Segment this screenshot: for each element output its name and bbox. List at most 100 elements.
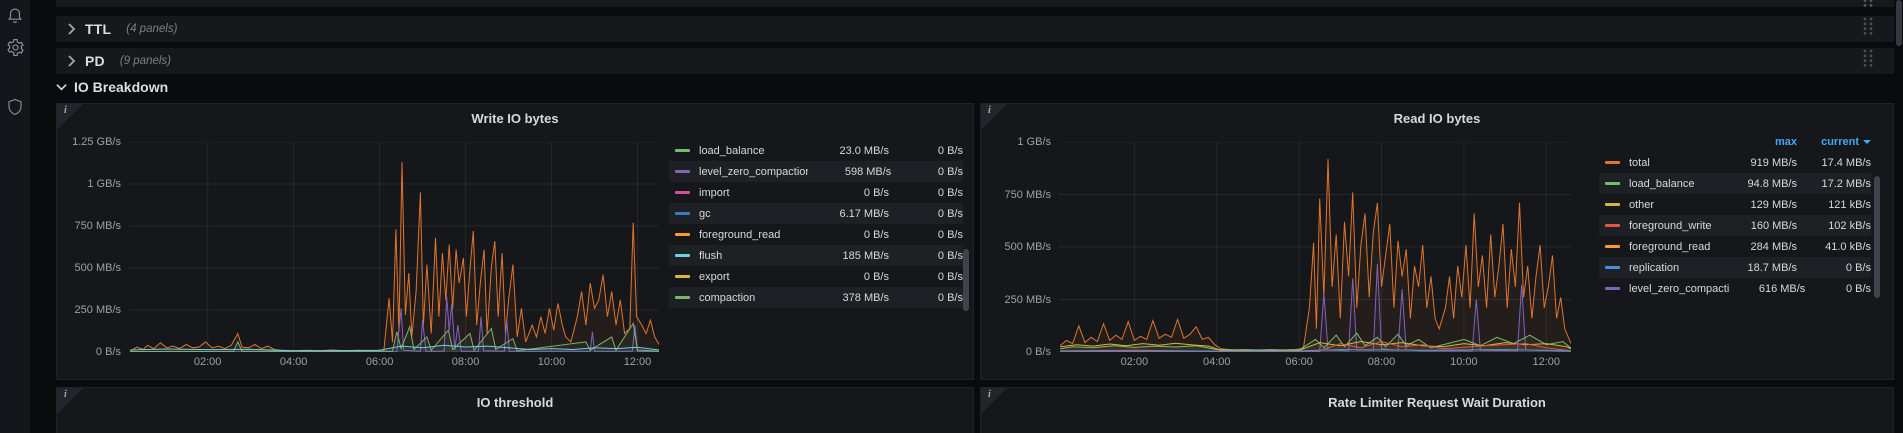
x-axis-tick-label: 06:00	[1285, 356, 1313, 368]
legend-header: max current	[1599, 132, 1871, 152]
series-current-value: 0 B/s	[1845, 282, 1872, 295]
legend-row-replication[interactable]: replication 18.7 MB/s 0 B/s	[1599, 257, 1871, 278]
series-current-value: 0 B/s	[1845, 261, 1871, 274]
series-current-value: 17.2 MB/s	[1821, 177, 1871, 190]
legend-scrollbar[interactable]	[1874, 176, 1880, 298]
legend-row-level_zero_compaction[interactable]: level_zero_compaction 598 MB/s 0 B/s	[669, 161, 963, 182]
legend-scrollbar[interactable]	[963, 249, 969, 311]
drag-handle[interactable]	[1862, 16, 1874, 42]
info-icon[interactable]: i	[988, 389, 991, 400]
legend-row-compaction[interactable]: compaction 378 MB/s 0 B/s	[669, 287, 963, 308]
series-name[interactable]: foreground_read	[699, 228, 781, 241]
legend-row-load_balance[interactable]: load_balance 23.0 MB/s 0 B/s	[669, 140, 963, 161]
panel-info-corner[interactable]	[981, 104, 1007, 130]
series-name[interactable]: gc	[699, 207, 711, 220]
series-color-dash	[1605, 266, 1620, 269]
series-name[interactable]: total	[1629, 156, 1650, 169]
series-current-value: 0 B/s	[937, 186, 963, 199]
series-current-value: 0 B/s	[937, 228, 963, 241]
y-axis-tick-label: 0 B/s	[95, 346, 121, 358]
legend-row-total[interactable]: total 919 MB/s 17.4 MB/s	[1599, 152, 1871, 173]
legend-row-gc[interactable]: gc 6.17 MB/s 0 B/s	[669, 203, 963, 224]
row-panel-count: (9 panels)	[119, 55, 171, 67]
write-legend: load_balance 23.0 MB/s 0 B/s level_zero_com…	[669, 140, 963, 308]
legend-sort-max[interactable]: max	[1774, 136, 1797, 148]
series-name[interactable]: load_balance	[1629, 177, 1695, 190]
read-io-chart[interactable]	[1059, 141, 1572, 353]
row-io-breakdown[interactable]: IO Breakdown	[56, 76, 168, 98]
y-axis-tick-label: 250 MB/s	[1004, 293, 1051, 306]
legend-row-other[interactable]: other 129 MB/s 121 kB/s	[1599, 194, 1871, 215]
panel-info-corner[interactable]	[57, 104, 83, 130]
sort-caret-icon	[1863, 140, 1871, 144]
legend-row-flush[interactable]: flush 185 MB/s 0 B/s	[669, 245, 963, 266]
series-name[interactable]: foreground_read	[1629, 240, 1711, 253]
row-ttl[interactable]: TTL (4 panels)	[56, 16, 1894, 42]
series-current-value: 0 B/s	[937, 291, 963, 304]
legend-row-export[interactable]: export 0 B/s 0 B/s	[669, 266, 963, 287]
info-icon[interactable]: i	[64, 389, 67, 400]
series-color-dash	[675, 275, 690, 278]
panel-title[interactable]: Read IO bytes	[1393, 111, 1481, 126]
info-icon[interactable]: i	[64, 105, 67, 116]
legend-row-foreground_read[interactable]: foreground_read 0 B/s 0 B/s	[669, 224, 963, 245]
gear-icon[interactable]	[0, 34, 30, 60]
series-max-value: 284 MB/s	[1750, 240, 1797, 253]
panel-info-corner[interactable]	[981, 388, 1007, 414]
panel-title[interactable]: Rate Limiter Request Wait Duration	[1328, 395, 1546, 410]
page-scrollbar[interactable]	[1896, 0, 1902, 46]
legend-sort-current[interactable]: current	[1797, 136, 1871, 148]
drag-handle[interactable]	[1862, 48, 1874, 74]
x-axis-tick-label: 08:00	[451, 356, 480, 368]
series-color-dash	[675, 149, 690, 152]
x-axis-tick-label: 02:00	[1120, 356, 1149, 368]
series-current-value: 102 kB/s	[1828, 219, 1871, 232]
series-max-value: 378 MB/s	[842, 291, 889, 304]
series-color-dash	[675, 191, 690, 194]
series-name[interactable]: export	[699, 270, 730, 283]
series-current-value: 0 B/s	[937, 207, 963, 220]
y-axis-tick-label: 0 B/s	[1025, 346, 1051, 358]
panel-info-corner[interactable]	[57, 388, 83, 414]
panel-write-io-bytes: i Write IO bytes 0 B/s 250 MB/s 500 MB/s 75…	[56, 103, 974, 380]
series-name[interactable]: compaction	[699, 291, 756, 304]
row-pd[interactable]: PD (9 panels)	[56, 48, 1894, 74]
panel-title[interactable]: IO threshold	[476, 395, 554, 410]
series-current-value: 0 B/s	[937, 249, 963, 262]
legend-row-level_zero_compaction[interactable]: level_zero_compaction 616 MB/s 0 B/s	[1599, 278, 1871, 299]
series-name[interactable]: replication	[1629, 261, 1680, 274]
legend-row-foreground_write[interactable]: foreground_write 160 MB/s 102 kB/s	[1599, 215, 1871, 236]
legend-row-load_balance[interactable]: load_balance 94.8 MB/s 17.2 MB/s	[1599, 173, 1871, 194]
series-max-value: 185 MB/s	[842, 249, 889, 262]
read-legend: max current total 919 MB/s 17.4 MB/s load_bal…	[1599, 132, 1871, 299]
series-color-dash	[1605, 287, 1620, 290]
drag-handle[interactable]	[1862, 0, 1874, 7]
series-name[interactable]: other	[1629, 198, 1655, 211]
series-name[interactable]: load_balance	[699, 144, 765, 157]
shield-icon[interactable]	[0, 94, 30, 120]
series-name[interactable]: import	[699, 186, 730, 199]
info-icon[interactable]: i	[988, 105, 991, 116]
x-axis-tick-label: 10:00	[1450, 356, 1478, 368]
legend-row-import[interactable]: import 0 B/s 0 B/s	[669, 182, 963, 203]
legend-row-foreground_read[interactable]: foreground_read 284 MB/s 41.0 kB/s	[1599, 236, 1871, 257]
series-name[interactable]: flush	[699, 249, 723, 262]
series-max-value: 616 MB/s	[1758, 282, 1806, 295]
series-max-value: 23.0 MB/s	[839, 144, 889, 157]
series-name[interactable]: level_zero_compaction	[699, 165, 808, 178]
row-title: TTL	[85, 21, 112, 37]
series-max-value: 0 B/s	[863, 228, 889, 241]
series-current-value: 41.0 kB/s	[1825, 240, 1871, 253]
series-max-value: 0 B/s	[863, 186, 889, 199]
series-name[interactable]: foreground_write	[1629, 219, 1712, 232]
write-io-chart[interactable]	[129, 141, 660, 353]
series-current-value: 17.4 MB/s	[1821, 156, 1871, 169]
bell-icon[interactable]	[0, 2, 30, 28]
panel-rate-limiter: i Rate Limiter Request Wait Duration	[980, 387, 1894, 433]
y-axis-tick-label: 1 GB/s	[87, 178, 121, 190]
panel-title[interactable]: Write IO bytes	[471, 111, 559, 126]
x-axis: 02:00 04:00 06:00 08:00 10:00 12:00	[129, 356, 659, 370]
series-name[interactable]: level_zero_compaction	[1629, 282, 1729, 295]
y-axis-tick-label: 500 MB/s	[74, 262, 121, 274]
series-max-value: 129 MB/s	[1750, 198, 1797, 211]
